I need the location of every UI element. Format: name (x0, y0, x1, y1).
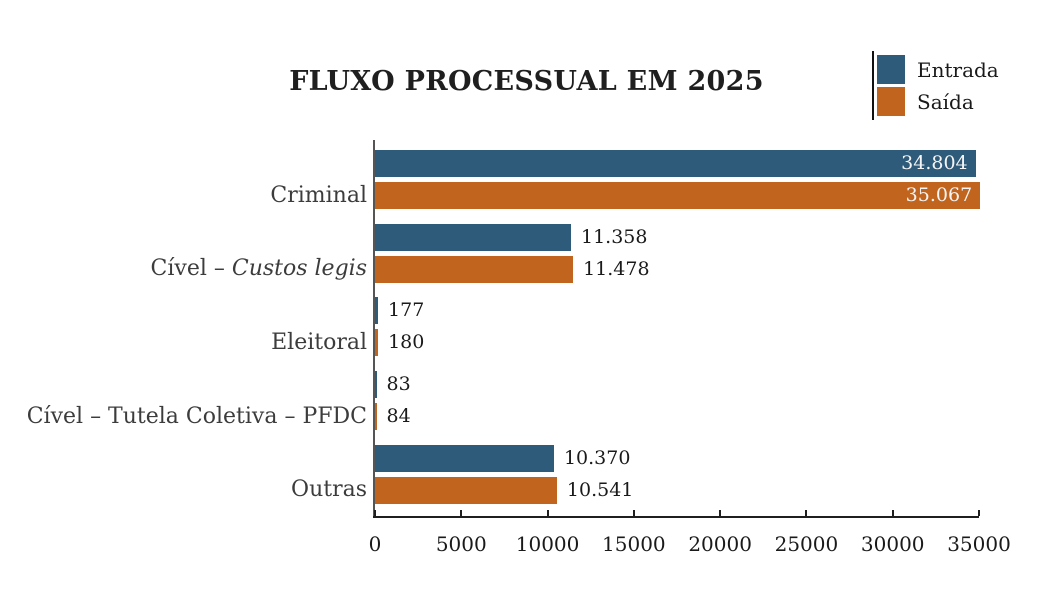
entrada-bar (375, 223, 571, 251)
entrada-bar (375, 297, 379, 325)
x-tick-label: 30000 (860, 532, 925, 556)
legend-swatch-entrada-icon (877, 55, 905, 84)
category-label: Cível – Tutela Coletiva – PFDC (26, 403, 367, 429)
legend-item-entrada: Entrada (877, 55, 999, 84)
saída-bar (375, 476, 557, 504)
saída-bar (375, 255, 574, 283)
saída-bar (375, 182, 981, 209)
bar-value-label: 10.370 (563, 446, 631, 469)
bar-value-label: 180 (388, 331, 425, 354)
entrada-bar (375, 150, 976, 177)
bar-value-label: 11.358 (581, 225, 648, 248)
bar-value-label: 83 (386, 373, 411, 396)
bar-value-label: 34.804 (901, 152, 968, 174)
bar-row: 83 (375, 371, 979, 399)
x-tick-label: 35000 (947, 532, 1011, 556)
bar-row: 35.067 (375, 182, 981, 209)
bar-row: 84 (375, 403, 979, 431)
y-axis-line (373, 140, 375, 518)
bar-row: 10.541 (375, 476, 979, 504)
category-label: Cível – Custos legis (150, 256, 367, 282)
bar-row: 10.370 (375, 444, 979, 472)
entrada-bar (375, 371, 377, 399)
bar-value-label: 11.478 (583, 257, 650, 280)
legend-item-saida: Saída (877, 87, 999, 116)
category-label: Outras (291, 477, 367, 503)
x-tick-label: 0 (368, 532, 382, 556)
bar-value-label: 177 (388, 299, 425, 322)
bar-row: 11.478 (375, 255, 979, 283)
x-tick-label: 20000 (688, 532, 752, 556)
legend: Entrada Saída (872, 51, 999, 120)
bar-value-label: 10.541 (566, 478, 634, 501)
bar-row: 11.358 (375, 223, 979, 251)
plot-area: 34.804 35.067 11.358 11.478 177 180 83 84 10.370… (369, 140, 1011, 556)
category-label: Eleitoral (271, 329, 367, 355)
saída-bar (375, 403, 377, 431)
x-tick-label: 5000 (435, 532, 487, 556)
x-tick-mark (632, 510, 635, 516)
x-tick-mark (546, 510, 549, 516)
legend-label-saida: Saída (917, 89, 974, 114)
x-tick-mark (805, 510, 808, 516)
chart-title: FLUXO PROCESSUAL EM 2025 (289, 66, 764, 97)
x-tick-label: 25000 (774, 532, 839, 556)
bar-row: 177 (375, 297, 979, 325)
bar-value-label: 35.067 (905, 184, 973, 206)
x-axis-line (373, 516, 979, 518)
x-tick-mark (460, 510, 463, 516)
category-label: Criminal (270, 182, 367, 208)
x-tick-mark (978, 510, 980, 516)
x-tick-label: 15000 (602, 532, 666, 556)
x-tick-label: 10000 (515, 532, 580, 556)
bar-row: 34.804 (375, 150, 979, 177)
x-tick-mark (891, 510, 894, 516)
entrada-bar (375, 444, 554, 472)
legend-swatch-saida-icon (877, 87, 905, 116)
x-tick-mark (374, 510, 376, 516)
x-tick-mark (719, 510, 722, 516)
bar-row: 180 (375, 329, 979, 357)
legend-label-entrada: Entrada (917, 57, 999, 82)
bar-value-label: 84 (386, 405, 411, 428)
saída-bar (375, 329, 379, 357)
